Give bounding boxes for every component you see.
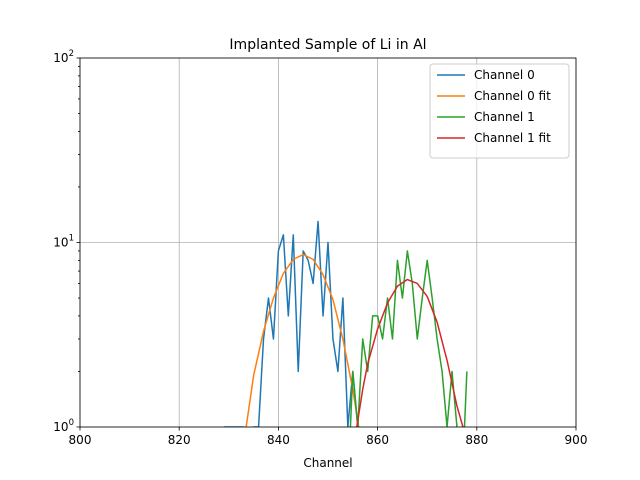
y-tick-exponent: 0 xyxy=(69,418,74,428)
legend-label: Channel 0 xyxy=(474,68,535,82)
x-axis-label: Channel xyxy=(303,456,352,470)
legend-box xyxy=(429,63,570,159)
legend: Channel 0 Channel 0 fit Channel 1 Channel 1… xyxy=(429,63,570,159)
y-tick-label: 102 xyxy=(53,49,74,65)
series-line-1 xyxy=(245,253,360,427)
y-tick-base: 10 xyxy=(53,420,68,434)
y-tick-label: 100 xyxy=(53,418,74,434)
legend-label: Channel 0 fit xyxy=(474,89,551,103)
series-line-0 xyxy=(223,220,359,427)
x-tick-label: 840 xyxy=(267,433,290,447)
x-tick-label: 800 xyxy=(69,433,92,447)
x-tick-label: 880 xyxy=(465,433,488,447)
legend-label: Channel 1 fit xyxy=(474,131,551,145)
chart-title: Implanted Sample of Li in Al xyxy=(229,37,426,53)
x-axis: 800 820 840 860 880 900 xyxy=(69,427,588,447)
y-tick-label: 101 xyxy=(53,234,74,250)
y-tick-exponent: 2 xyxy=(69,49,74,59)
legend-label: Channel 1 xyxy=(474,110,535,124)
x-tick-label: 900 xyxy=(565,433,588,447)
y-tick-base: 10 xyxy=(53,236,68,250)
x-tick-label: 860 xyxy=(366,433,389,447)
series-line-3 xyxy=(356,278,464,427)
y-tick-exponent: 1 xyxy=(69,234,74,244)
x-tick-label: 820 xyxy=(168,433,191,447)
series-line-2 xyxy=(349,250,468,427)
y-tick-base: 10 xyxy=(53,51,68,65)
series-layer xyxy=(223,220,468,427)
